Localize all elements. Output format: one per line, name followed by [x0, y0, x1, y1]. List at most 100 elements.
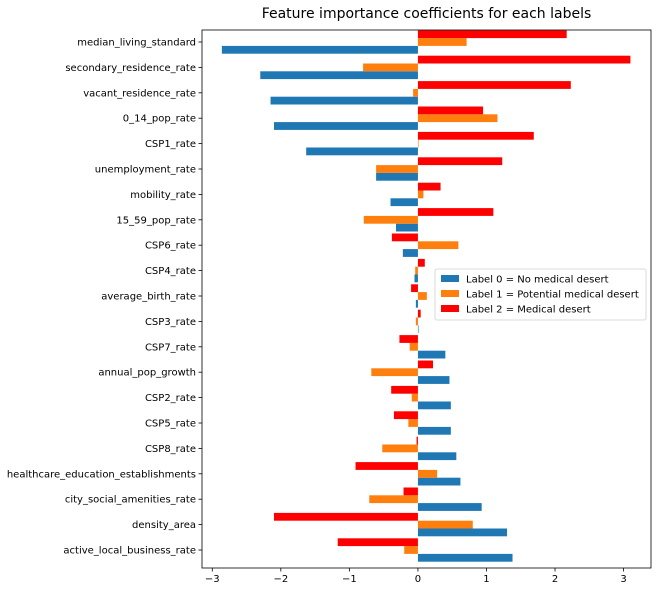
bar-15-59-pop-rate-label2 — [417, 208, 494, 216]
bar-csp3-rate-label1 — [415, 317, 418, 326]
bar-vacant-residence-rate-label2 — [417, 81, 571, 89]
y-tick-label-secondary-residence-rate: secondary_residence_rate — [65, 63, 196, 74]
bar-unemployment-rate-label0 — [376, 172, 418, 181]
bar-csp7-rate-label0 — [417, 350, 446, 359]
bar-healthcare-education-establishments-label1 — [417, 469, 438, 478]
bar-csp4-rate-label2 — [417, 258, 425, 267]
bar-median-living-standard-label1 — [417, 38, 467, 46]
bar-city-social-amenities-rate-label2 — [403, 487, 418, 496]
legend-swatch-label2 — [441, 305, 459, 312]
bar-average-birth-rate-label0 — [415, 299, 418, 308]
bar-csp1-rate-label0 — [306, 147, 418, 156]
y-tick-label-0-14-pop-rate: 0_14_pop_rate — [123, 114, 196, 125]
bar-csp8-rate-label2 — [416, 436, 418, 445]
bar-average-birth-rate-label2 — [411, 284, 418, 293]
bar-active-local-business-rate-label2 — [337, 538, 418, 547]
y-tick-label-active-local-business-rate: active_local_business_rate — [63, 546, 196, 557]
bar-csp3-rate-label2 — [417, 309, 421, 318]
legend-entry-label2: Label 2 = Medical desert — [466, 305, 591, 316]
bar-csp6-rate-label1 — [417, 241, 459, 250]
x-tick-label: 2 — [552, 574, 558, 585]
y-tick-label-csp6-rate: CSP6_rate — [145, 241, 196, 252]
bar-healthcare-education-establishments-label2 — [355, 462, 418, 470]
bar-city-social-amenities-rate-label0 — [417, 503, 482, 511]
x-tick-label: −2 — [273, 574, 288, 585]
bar-density-area-label1 — [417, 520, 473, 529]
bar-csp5-rate-label2 — [393, 411, 418, 420]
legend-swatch-label0 — [441, 275, 459, 282]
y-axis: active_local_business_rate density_area ci… — [7, 38, 202, 557]
bar-city-social-amenities-rate-label1 — [369, 495, 418, 504]
bar-csp1-rate-label2 — [417, 131, 534, 140]
bar-density-area-label2 — [273, 512, 418, 521]
bar-csp2-rate-label2 — [391, 385, 418, 394]
x-tick-label: 1 — [483, 574, 489, 585]
x-tick-label: 3 — [620, 574, 626, 585]
x-tick-label: −3 — [205, 574, 220, 585]
bar-unemployment-rate-label2 — [417, 157, 503, 166]
y-tick-label-healthcare-education-establishments: healthcare_education_establishments — [7, 469, 196, 480]
bar-csp4-rate-label0 — [414, 274, 418, 283]
bar-csp4-rate-label1 — [415, 266, 418, 275]
bar-annual-pop-growth-label1 — [371, 368, 418, 377]
bar-median-living-standard-label0 — [221, 45, 418, 54]
legend-entry-label1: Label 1 = Potential medical desert — [466, 290, 639, 301]
legend-box — [434, 268, 647, 321]
bar-csp3-rate-label0 — [417, 325, 419, 334]
legend-entry-label0: Label 0 = No medical desert — [466, 275, 609, 286]
y-tick-label-csp4-rate: CSP4_rate — [145, 266, 196, 277]
bar-csp5-rate-label0 — [417, 426, 451, 435]
y-tick-label-csp3-rate: CSP3_rate — [145, 317, 196, 328]
y-tick-label-annual-pop-growth: annual_pop_growth — [98, 368, 196, 379]
bar-csp2-rate-label0 — [417, 401, 451, 410]
x-tick-label: 0 — [415, 574, 421, 585]
y-tick-label-average-birth-rate: average_birth_rate — [101, 292, 196, 303]
bar-density-area-label0 — [417, 528, 508, 537]
bar-vacant-residence-rate-label1 — [413, 88, 418, 97]
plot-frame — [201, 29, 652, 569]
y-tick-label-city-social-amenities-rate: city_social_amenities_rate — [65, 495, 196, 506]
y-tick-label-mobility-rate: mobility_rate — [130, 190, 196, 201]
bar-csp8-rate-label1 — [382, 444, 418, 453]
bar-csp5-rate-label1 — [408, 419, 418, 427]
bar-csp1-rate-label1 — [417, 139, 419, 148]
bar-annual-pop-growth-label2 — [417, 360, 434, 369]
bar-healthcare-education-establishments-label0 — [417, 477, 461, 486]
bar-csp8-rate-label0 — [417, 452, 457, 461]
bars-layer — [221, 30, 631, 562]
y-tick-label-csp1-rate: CSP1_rate — [145, 139, 196, 150]
x-axis: −3 −2 −1 0 1 2 3 — [205, 568, 627, 585]
bar-active-local-business-rate-label0 — [417, 553, 513, 562]
bar-csp6-rate-label2 — [391, 233, 418, 242]
bar-csp2-rate-label1 — [411, 393, 418, 402]
bar-median-living-standard-label2 — [417, 30, 567, 39]
bar-active-local-business-rate-label1 — [404, 546, 418, 554]
bar-0-14-pop-rate-label1 — [417, 114, 498, 123]
bar-annual-pop-growth-label0 — [417, 376, 450, 384]
bar-0-14-pop-rate-label2 — [417, 106, 484, 115]
bar-unemployment-rate-label1 — [376, 165, 418, 173]
bar-secondary-residence-rate-label1 — [363, 63, 418, 72]
bar-csp6-rate-label0 — [402, 249, 418, 257]
bar-mobility-rate-label1 — [417, 190, 424, 199]
bar-secondary-residence-rate-label2 — [417, 55, 631, 64]
bar-0-14-pop-rate-label0 — [273, 122, 418, 130]
y-tick-label-median-living-standard: median_living_standard — [77, 38, 196, 49]
y-tick-label-unemployment-rate: unemployment_rate — [95, 165, 196, 176]
x-tick-label: −1 — [342, 574, 357, 585]
y-tick-label-csp8-rate: CSP8_rate — [145, 444, 196, 455]
bar-15-59-pop-rate-label1 — [363, 215, 418, 224]
chart-title: Feature importance coefficients for each… — [262, 6, 592, 22]
bar-15-59-pop-rate-label0 — [395, 223, 418, 232]
bar-csp7-rate-label2 — [399, 335, 418, 343]
legend-swatch-label1 — [441, 290, 459, 297]
bar-vacant-residence-rate-label0 — [270, 96, 418, 105]
y-tick-label-csp5-rate: CSP5_rate — [145, 419, 196, 430]
y-tick-label-csp7-rate: CSP7_rate — [145, 342, 196, 353]
bar-csp7-rate-label1 — [409, 342, 418, 351]
bar-mobility-rate-label0 — [390, 198, 418, 207]
bar-mobility-rate-label2 — [417, 182, 441, 191]
y-tick-label-density-area: density_area — [132, 520, 196, 531]
y-tick-label-15-59-pop-rate: 15_59_pop_rate — [116, 215, 196, 226]
